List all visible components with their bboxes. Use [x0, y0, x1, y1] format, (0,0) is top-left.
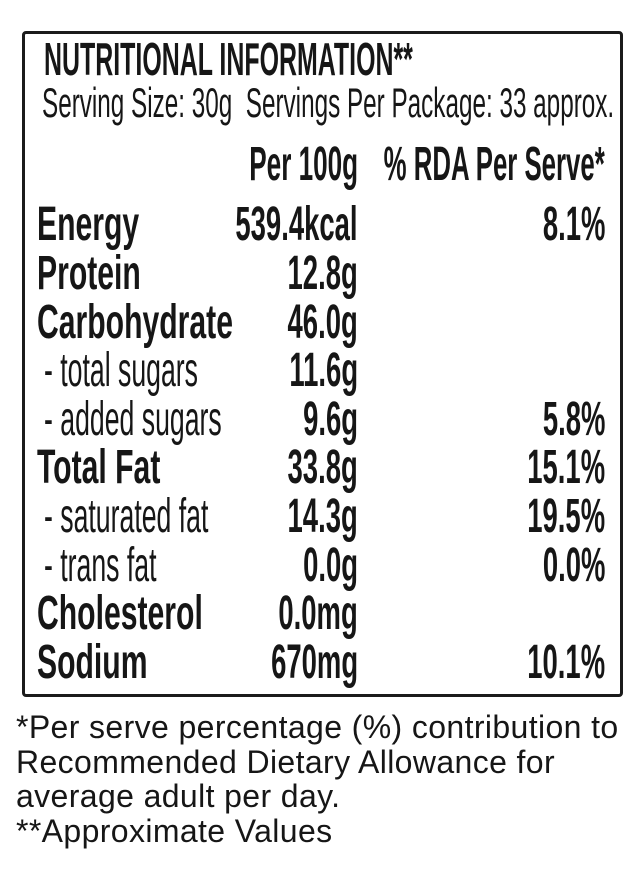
table-row: Sodium 670mg 10.1%: [0, 639, 642, 689]
nutrient-value: 0.0g: [303, 539, 358, 592]
serving-info: Serving Size: 30g Servings Per Package: …: [42, 79, 642, 127]
table-row: - trans fat 0.0g 0.0%: [0, 542, 642, 592]
nutrient-name: - trans fat: [44, 539, 157, 592]
table-row: - total sugars 11.6g: [0, 347, 642, 397]
nutrient-rda: 19.5%: [527, 490, 605, 543]
nutrient-name: - saturated fat: [44, 490, 209, 543]
footnotes: *Per serve percentage (%) contribution t…: [16, 710, 619, 848]
column-header-per100g: Per 100g: [249, 138, 358, 191]
nutrient-value: 14.3g: [287, 490, 358, 543]
nutrient-value: 670mg: [271, 636, 358, 689]
nutrient-name: - total sugars: [44, 344, 198, 397]
nutrient-value: 33.8g: [287, 441, 358, 494]
nutrient-rda: 15.1%: [527, 441, 605, 494]
label-border-frame: [22, 31, 623, 697]
table-row: Protein 12.8g: [0, 250, 642, 300]
column-header-rda: % RDA Per Serve*: [383, 138, 605, 191]
nutrient-name: Sodium: [37, 636, 148, 689]
table-row: Cholesterol 0.0mg: [0, 590, 642, 640]
table-row: - added sugars 9.6g 5.8%: [0, 396, 642, 446]
nutrient-name: Total Fat: [37, 441, 161, 494]
table-row: Energy 539.4kcal 8.1%: [0, 201, 642, 251]
nutrient-rda: 0.0%: [542, 539, 605, 592]
footnote-line: Recommended Dietary Allowance for: [16, 743, 556, 780]
nutrient-name: Energy: [37, 198, 140, 251]
label-title-text: NUTRITIONAL INFORMATION**: [44, 33, 413, 85]
footnote-line: *Per serve percentage (%) contribution t…: [16, 709, 619, 745]
nutrient-value: 46.0g: [287, 296, 358, 349]
nutrient-name: Protein: [37, 247, 141, 300]
nutrient-name: - added sugars: [44, 393, 222, 446]
nutrient-name: Carbohydrate: [37, 296, 233, 349]
nutrient-rda: 5.8%: [542, 393, 605, 446]
nutrient-rda: 8.1%: [542, 198, 605, 251]
nutrient-name: Cholesterol: [37, 587, 203, 640]
nutrient-rda: 10.1%: [527, 636, 605, 689]
footnote-line: **Approximate Values: [16, 812, 333, 849]
nutrient-value: 0.0mg: [278, 587, 358, 640]
column-headers: Per 100g % RDA Per Serve*: [0, 137, 642, 189]
table-row: Carbohydrate 46.0g: [0, 299, 642, 349]
label-title: NUTRITIONAL INFORMATION**: [44, 32, 642, 86]
serving-info-text: Serving Size: 30g Servings Per Package: …: [42, 79, 615, 126]
table-row: Total Fat 33.8g 15.1%: [0, 444, 642, 494]
footnote-line: average adult per day.: [16, 778, 341, 814]
nutrient-value: 12.8g: [287, 247, 358, 300]
table-row: - saturated fat 14.3g 19.5%: [0, 493, 642, 543]
nutrient-value: 11.6g: [289, 344, 358, 397]
nutrient-value: 539.4kcal: [235, 198, 358, 251]
nutrient-value: 9.6g: [303, 393, 358, 446]
